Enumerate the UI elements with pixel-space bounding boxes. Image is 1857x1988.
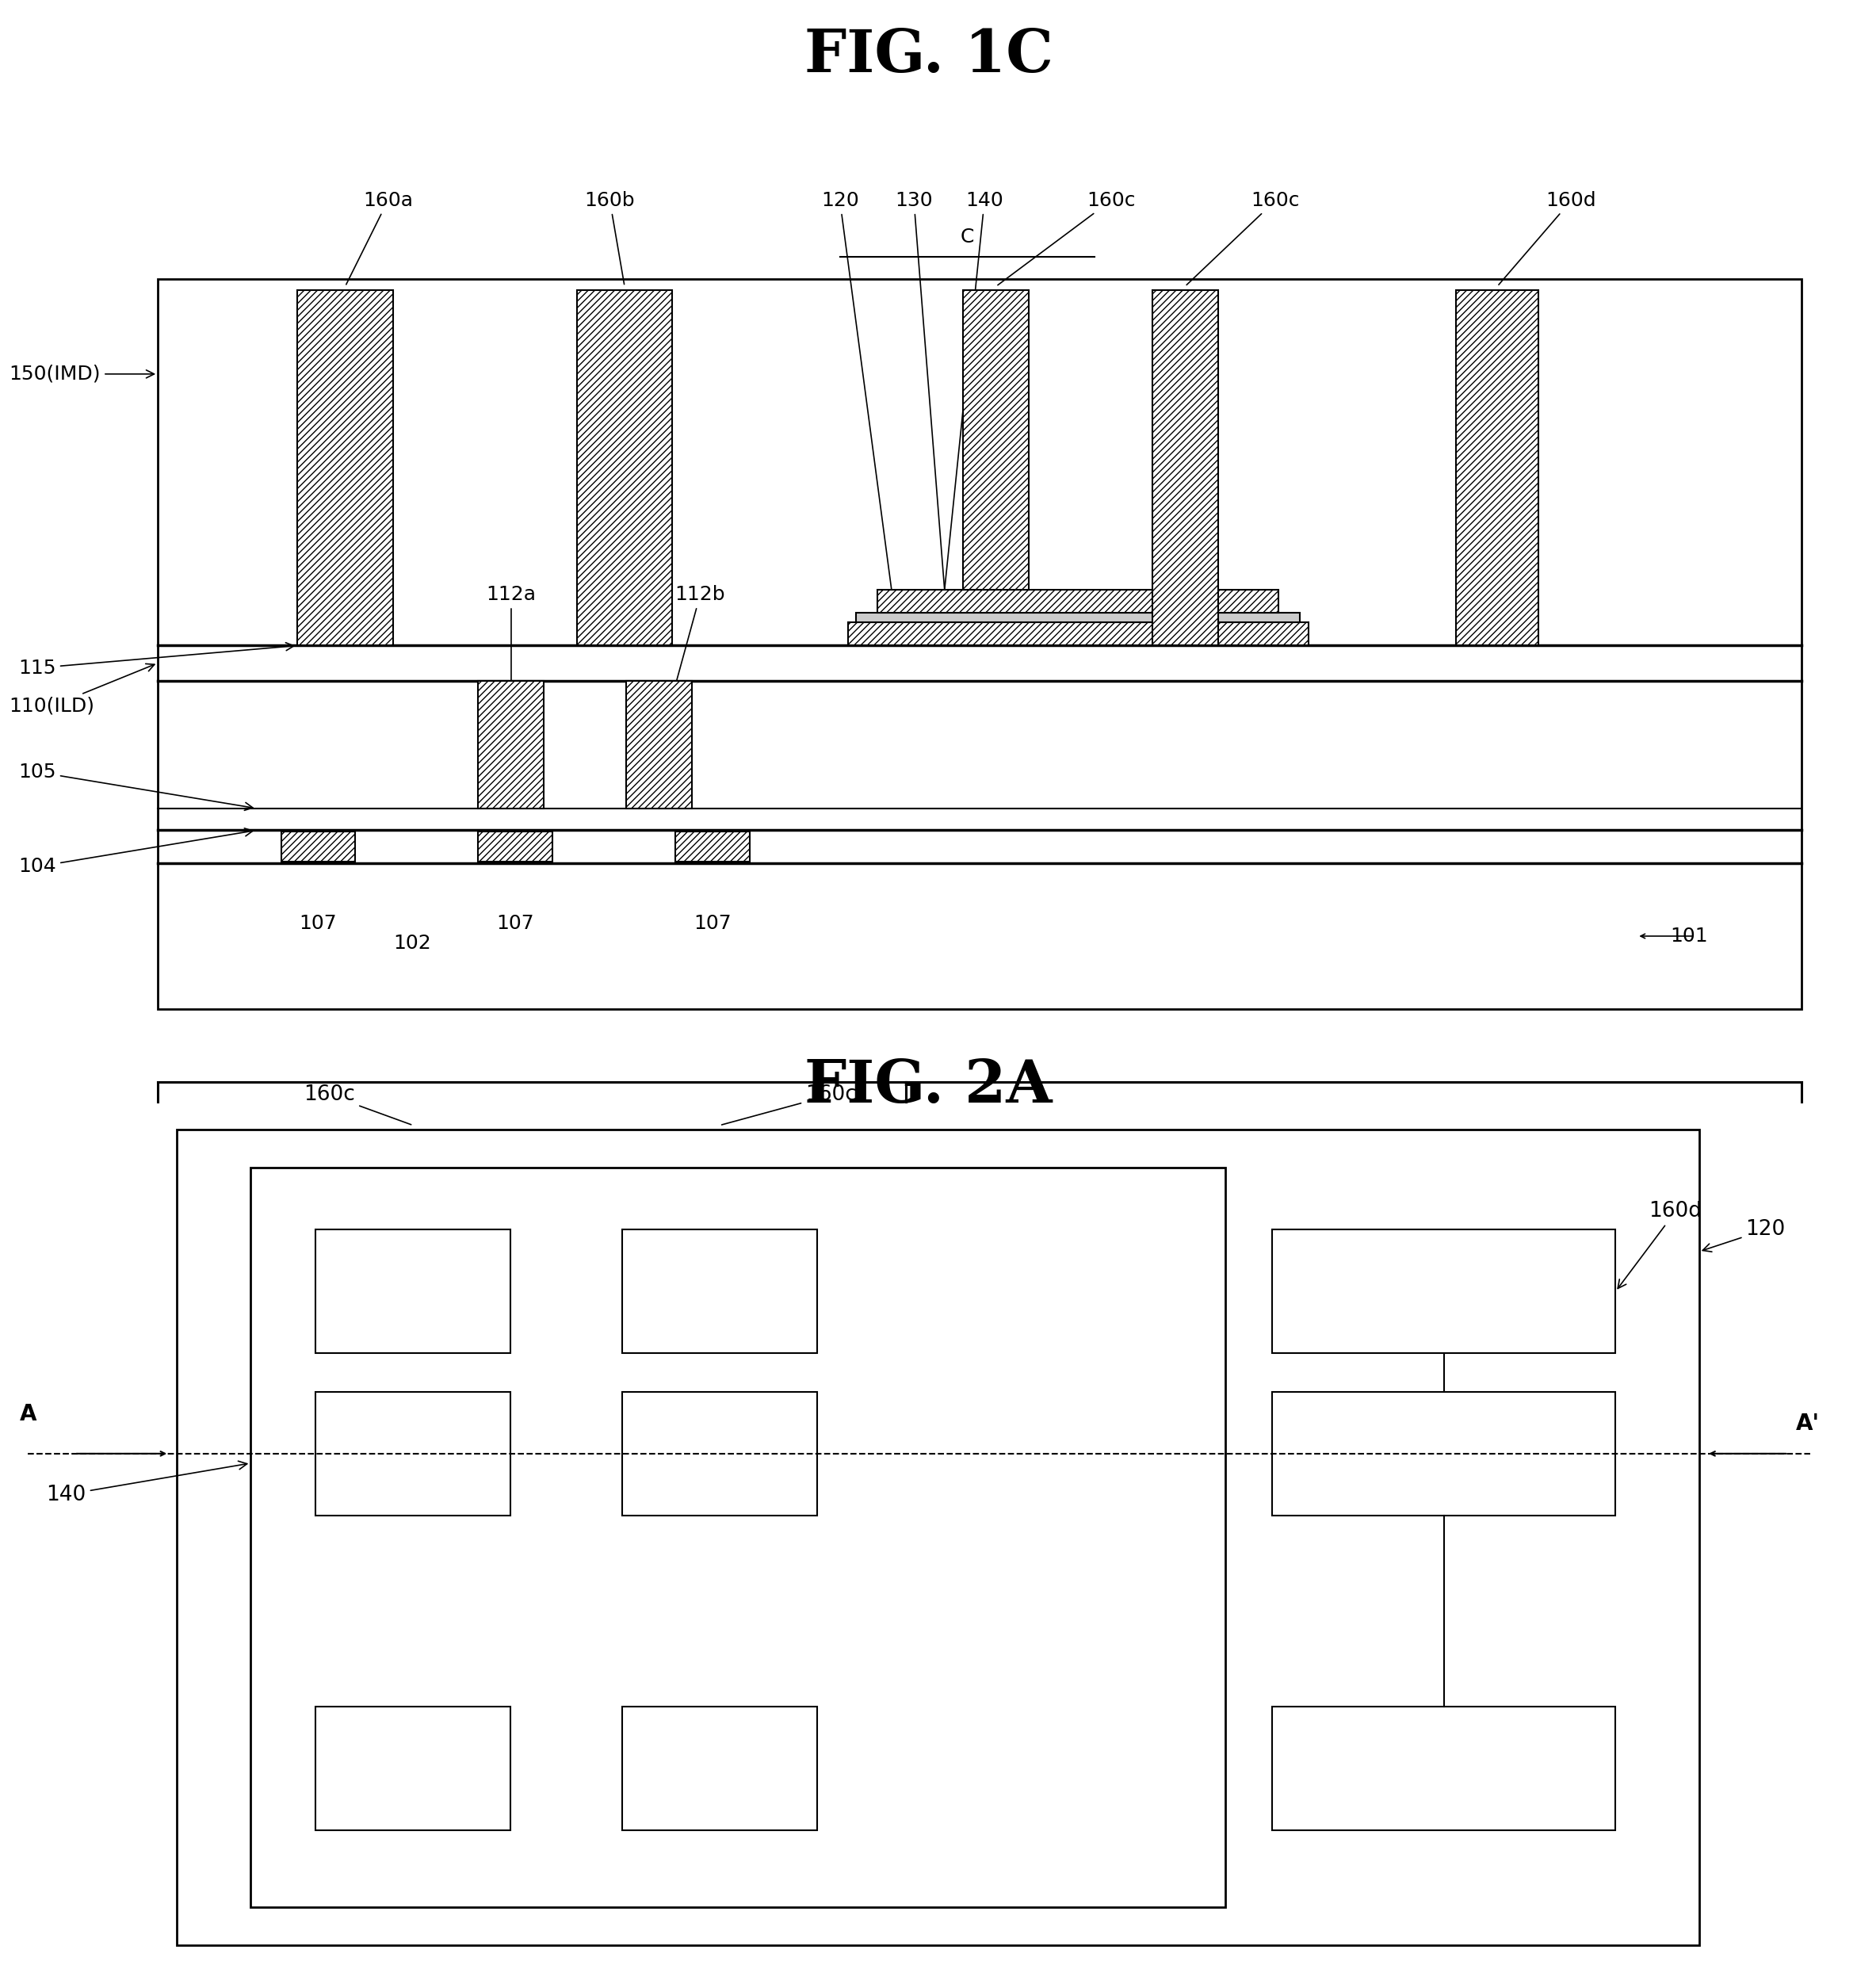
Bar: [849, 622, 1307, 646]
Text: 105: 105: [19, 763, 253, 811]
Bar: [878, 588, 1279, 612]
Bar: [1151, 290, 1218, 646]
Bar: [676, 831, 750, 861]
Bar: [622, 1706, 817, 1831]
Text: 120: 120: [821, 191, 897, 632]
Text: 102: 102: [394, 934, 431, 952]
Text: B: B: [1344, 1159, 1363, 1185]
Bar: [280, 831, 355, 861]
Bar: [479, 831, 552, 861]
Text: 112a: 112a: [487, 584, 537, 742]
Bar: [578, 290, 672, 646]
Text: 101: 101: [1669, 926, 1708, 946]
Text: 160d: 160d: [1617, 1201, 1703, 1288]
Text: 104: 104: [19, 829, 253, 877]
Bar: [297, 290, 394, 646]
Text: 115: 115: [19, 642, 293, 678]
Text: 140: 140: [943, 191, 1003, 598]
Text: A: A: [19, 1404, 37, 1425]
Text: 112b: 112b: [659, 584, 726, 742]
Bar: [856, 612, 1300, 622]
Bar: [1272, 1706, 1616, 1831]
Text: 160d: 160d: [1499, 191, 1597, 284]
Text: 150(IMD): 150(IMD): [9, 364, 154, 384]
Text: 160a: 160a: [345, 191, 412, 284]
Bar: [176, 1129, 1699, 1944]
Text: C: C: [960, 227, 975, 247]
Text: A': A': [1796, 1411, 1820, 1435]
Text: FIG. 2A: FIG. 2A: [804, 1058, 1053, 1115]
Bar: [622, 1392, 817, 1515]
Text: FIG. 1C: FIG. 1C: [804, 28, 1053, 85]
Text: 160c: 160c: [997, 191, 1135, 284]
Text: 110(ILD): 110(ILD): [9, 664, 154, 716]
Bar: [316, 1229, 511, 1354]
Bar: [1272, 1229, 1616, 1354]
Bar: [964, 290, 1029, 588]
Text: 160b: 160b: [585, 191, 635, 284]
Bar: [479, 680, 544, 809]
Bar: [626, 680, 693, 809]
Bar: [316, 1392, 511, 1515]
Text: 140: 140: [46, 1461, 247, 1505]
Text: 107: 107: [695, 914, 732, 932]
Text: A: A: [522, 1159, 540, 1185]
Bar: [1456, 290, 1538, 646]
Text: 160c: 160c: [722, 1085, 856, 1125]
Bar: [316, 1706, 511, 1831]
Text: 130: 130: [895, 191, 947, 614]
Text: 107: 107: [299, 914, 336, 932]
Text: 120: 120: [1703, 1219, 1785, 1252]
Text: 160c: 160c: [305, 1085, 410, 1125]
Text: 160c: 160c: [1187, 191, 1300, 284]
Bar: [158, 278, 1801, 1010]
Bar: [1272, 1392, 1616, 1515]
Text: 107: 107: [496, 914, 535, 932]
Bar: [251, 1167, 1226, 1906]
Bar: [622, 1229, 817, 1354]
